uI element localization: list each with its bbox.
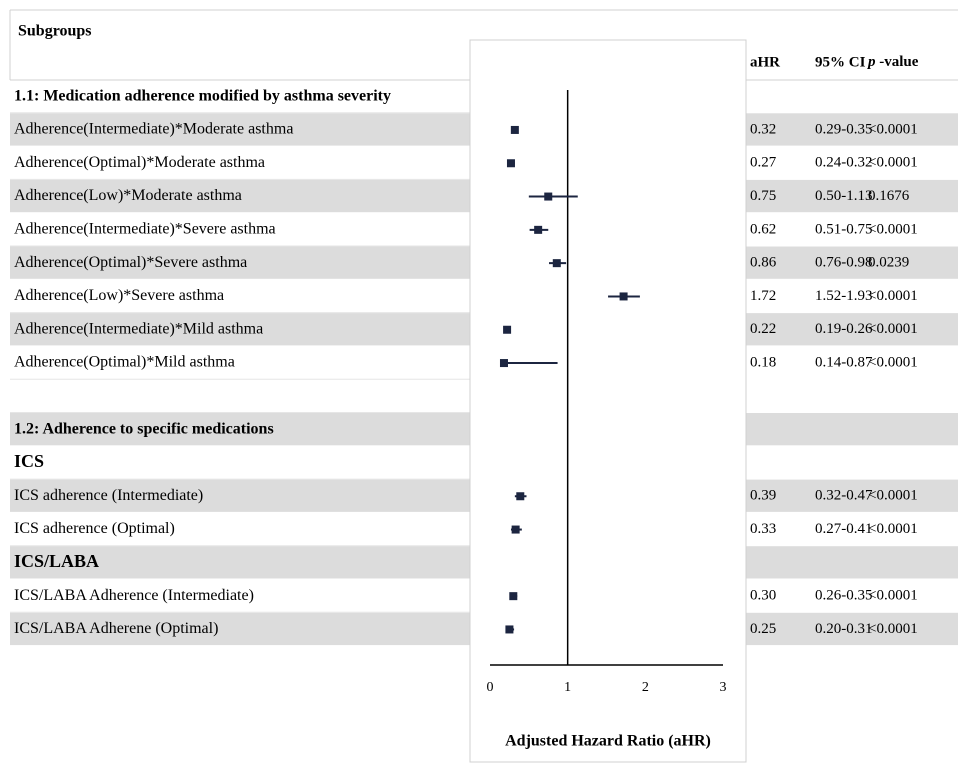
section-label: 1.2: Adherence to specific medications — [14, 420, 274, 437]
row-label: ICS adherence (Intermediate) — [14, 487, 203, 504]
ahr-cell: 0.62 — [750, 221, 776, 237]
p-cell: 0.0239 — [868, 255, 909, 271]
point-estimate — [534, 225, 543, 234]
p-cell: <0.0001 — [868, 521, 918, 537]
row-label: ICS adherence (Optimal) — [14, 520, 175, 537]
column-header: p -value — [866, 54, 919, 70]
ci-cell: 0.14-0.87 — [815, 354, 873, 370]
p-letter: p — [866, 54, 876, 70]
x-tick-label: 2 — [642, 680, 649, 695]
point-estimate — [503, 325, 512, 334]
p-cell: <0.0001 — [868, 121, 918, 137]
column-header: 95% CI — [815, 54, 866, 70]
point-estimate — [552, 259, 561, 268]
ahr-cell: 0.39 — [750, 488, 776, 504]
row-label: Adherence(Optimal)*Mild asthma — [14, 354, 235, 371]
ahr-cell: 0.27 — [750, 155, 777, 171]
row-label: Adherence(Low)*Severe asthma — [14, 287, 224, 304]
ahr-cell: 0.22 — [750, 321, 776, 337]
point-estimate — [510, 125, 519, 134]
ci-cell: 0.24-0.32 — [815, 155, 873, 171]
p-cell: <0.0001 — [868, 354, 918, 370]
ci-cell: 1.52-1.93 — [815, 288, 873, 304]
ahr-cell: 0.86 — [750, 255, 777, 271]
ahr-cell: 0.75 — [750, 188, 776, 204]
ahr-cell: 0.30 — [750, 588, 776, 604]
point-estimate — [505, 625, 514, 634]
section-label: ICS — [14, 451, 44, 471]
ci-cell: 0.27-0.41 — [815, 521, 873, 537]
column-header: aHR — [750, 54, 780, 70]
x-tick-label: 1 — [564, 680, 571, 695]
header: Subgroups — [18, 23, 92, 40]
point-estimate — [516, 492, 525, 501]
row-label: Adherence(Optimal)*Severe asthma — [14, 254, 247, 271]
row-label: Adherence(Low)*Moderate asthma — [14, 187, 242, 204]
ci-cell: 0.76-0.98 — [815, 255, 873, 271]
point-estimate — [544, 192, 553, 201]
plot-area: 0 1 2 3 — [487, 90, 727, 695]
ahr-cell: 0.18 — [750, 354, 776, 370]
p-cell: <0.0001 — [868, 288, 918, 304]
row-label: ICS/LABA Adherene (Optimal) — [14, 620, 218, 637]
ci-cell: 0.26-0.35 — [815, 588, 873, 604]
point-estimate — [506, 159, 515, 168]
p-cell: <0.0001 — [868, 621, 918, 637]
ahr-cell: 1.72 — [750, 288, 776, 304]
row-label: Adherence(Intermediate)*Moderate asthma — [14, 121, 293, 138]
row-label: Adherence(Optimal)*Moderate asthma — [14, 154, 265, 171]
x-axis-label: Adjusted Hazard Ratio (aHR) — [505, 733, 711, 750]
section-label: ICS/LABA — [14, 551, 99, 571]
ahr-cell: 0.25 — [750, 621, 776, 637]
ci-cell: 0.32-0.47 — [815, 488, 873, 504]
ahr-cell: 0.33 — [750, 521, 776, 537]
p-cell: <0.0001 — [868, 588, 918, 604]
p-cell: <0.0001 — [868, 321, 918, 337]
p-cell: <0.0001 — [868, 488, 918, 504]
point-estimate — [509, 592, 518, 601]
p-rest: -value — [876, 54, 919, 70]
ci-cell: 0.51-0.75 — [815, 221, 873, 237]
x-tick-label: 0 — [487, 680, 494, 695]
row-label: Adherence(Intermediate)*Mild asthma — [14, 320, 263, 337]
x-tick-label: 3 — [720, 680, 727, 695]
ci-cell: 0.19-0.26 — [815, 321, 873, 337]
row-label: Adherence(Intermediate)*Severe asthma — [14, 221, 276, 238]
p-cell: <0.0001 — [868, 221, 918, 237]
row-label: ICS/LABA Adherence (Intermediate) — [14, 587, 254, 604]
point-estimate — [511, 525, 520, 534]
section-label: 1.1: Medication adherence modified by as… — [14, 87, 391, 104]
ci-cell: 0.50-1.13 — [815, 188, 873, 204]
plot-panel — [469, 39, 747, 763]
ahr-cell: 0.32 — [750, 121, 776, 137]
ci-cell: 0.20-0.31 — [815, 621, 873, 637]
ci-cell: 0.29-0.35 — [815, 121, 873, 137]
point-estimate — [499, 359, 508, 368]
p-cell: <0.0001 — [868, 155, 918, 171]
p-cell: 0.1676 — [868, 188, 910, 204]
point-estimate — [619, 292, 628, 301]
